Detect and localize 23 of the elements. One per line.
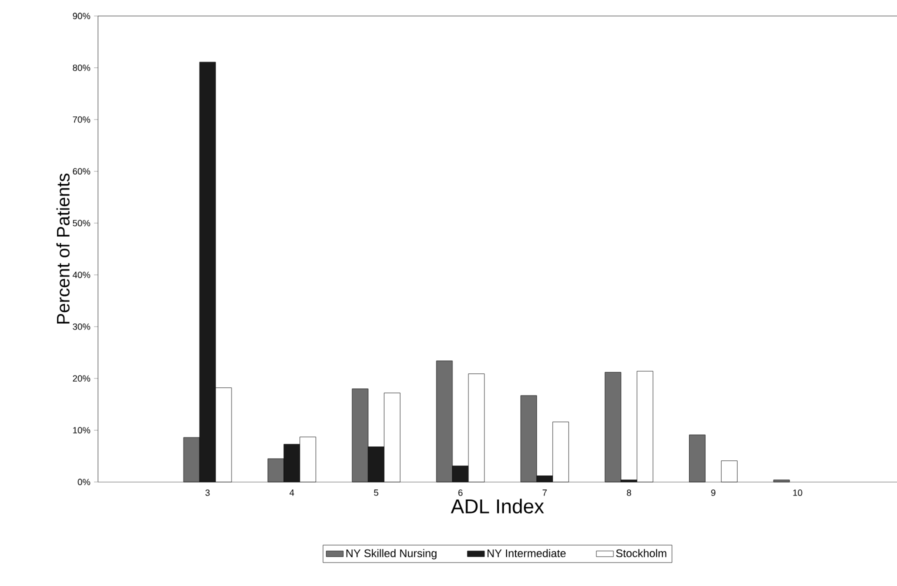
legend-label: NY Intermediate bbox=[488, 549, 566, 558]
x-tick-label: 10 bbox=[793, 490, 802, 496]
x-tick-label: 6 bbox=[458, 490, 463, 496]
y-tick-label: 20% bbox=[72, 375, 90, 382]
y-axis-title: Percent of Patients bbox=[56, 174, 70, 324]
x-tick-label: 8 bbox=[626, 490, 632, 496]
x-tick-label: 7 bbox=[542, 490, 547, 496]
y-tick-label: 40% bbox=[72, 272, 90, 278]
y-tick-label: 60% bbox=[72, 168, 90, 175]
y-tick-label: 30% bbox=[72, 323, 90, 330]
y-tick-label: 0% bbox=[78, 478, 90, 486]
x-tick-label: 9 bbox=[711, 490, 716, 496]
legend-label: NY Skilled Nursing bbox=[346, 549, 436, 560]
legend-label: Stockholm bbox=[616, 549, 666, 558]
y-tick-label: 10% bbox=[73, 427, 90, 434]
x-tick-label: 4 bbox=[290, 490, 294, 496]
y-tick-label: 90% bbox=[72, 12, 90, 20]
y-tick-label: 80% bbox=[72, 64, 90, 71]
x-tick-label: 5 bbox=[374, 490, 378, 496]
y-tick-label: 50% bbox=[72, 220, 90, 226]
x-axis-title: ADL Index bbox=[450, 498, 544, 514]
y-tick-label: 70% bbox=[72, 116, 90, 123]
x-tick-label: 3 bbox=[205, 490, 210, 496]
